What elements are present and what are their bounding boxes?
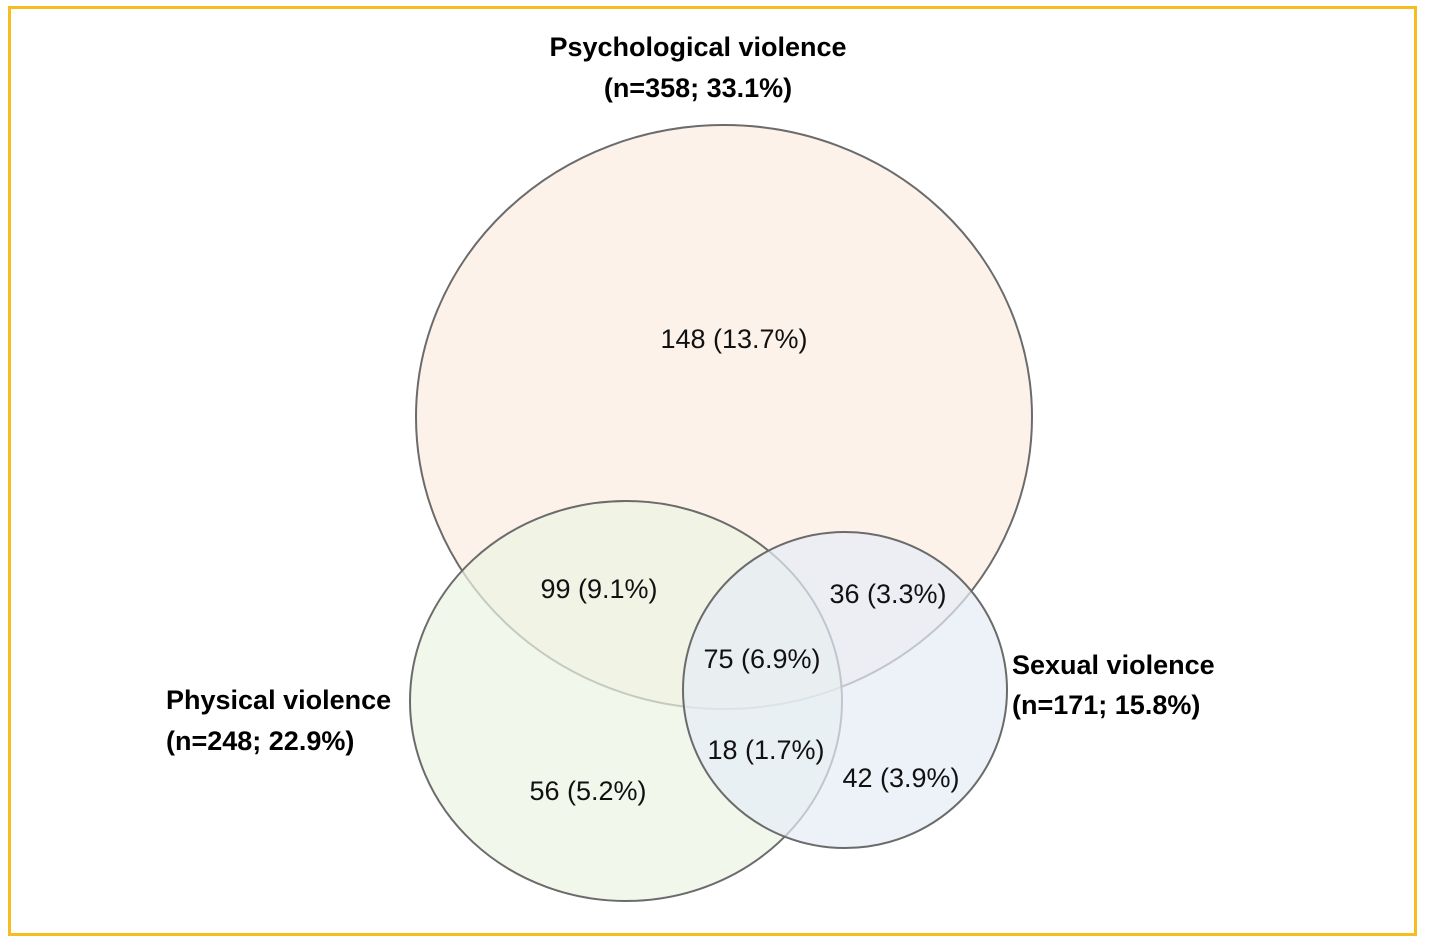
sexual-stat: (n=171; 15.8%) — [1012, 690, 1200, 720]
region-physical-only: 56 (5.2%) — [529, 776, 646, 806]
region-all-three: 75 (6.9%) — [703, 644, 820, 674]
region-physical-sexual: 18 (1.7%) — [707, 735, 824, 765]
physical-stat: (n=248; 22.9%) — [166, 726, 354, 756]
physical-title: Physical violence — [166, 685, 391, 715]
region-sexual-only: 42 (3.9%) — [842, 763, 959, 793]
region-psychological-only: 148 (13.7%) — [660, 324, 807, 354]
region-psych-physical: 99 (9.1%) — [540, 574, 657, 604]
venn-diagram: Psychological violence (n=358; 33.1%) Ph… — [166, 32, 1215, 902]
sexual-circle — [682, 531, 1008, 849]
region-psych-sexual: 36 (3.3%) — [829, 579, 946, 609]
psychological-title: Psychological violence — [549, 32, 846, 62]
psychological-stat: (n=358; 33.1%) — [604, 73, 792, 103]
sexual-title: Sexual violence — [1012, 650, 1215, 680]
